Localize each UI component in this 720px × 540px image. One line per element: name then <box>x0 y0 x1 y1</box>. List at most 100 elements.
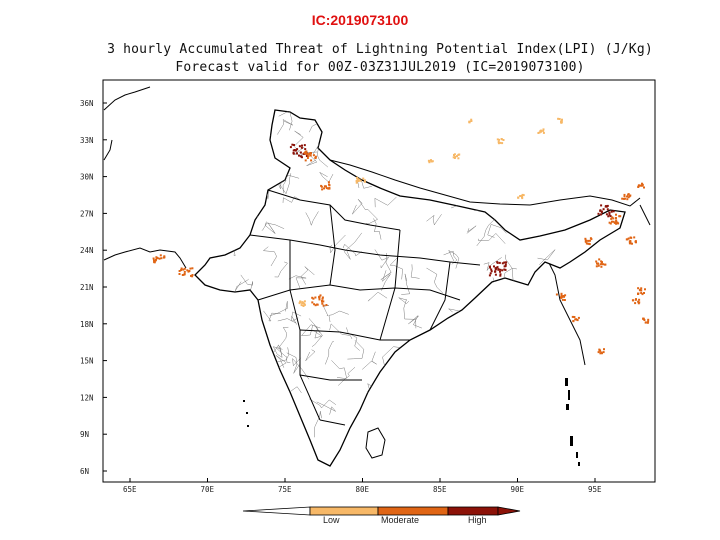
lpi-threat-moderate <box>589 237 592 240</box>
lpi-threat-moderate <box>304 159 307 162</box>
lpi-threat-low <box>537 132 540 134</box>
lpi-threat-low <box>500 138 503 140</box>
lpi-threat-moderate <box>310 152 312 155</box>
lpi-threat-moderate <box>181 274 184 276</box>
lpi-threat-moderate <box>602 351 605 354</box>
colorbar-label-high: High <box>468 515 487 525</box>
lpi-threat-moderate <box>637 287 640 290</box>
lpi-threat-moderate <box>629 240 632 242</box>
lakshadweep-islands <box>243 400 249 427</box>
district-line <box>312 143 329 168</box>
lpi-threat-low <box>542 131 545 134</box>
lpi-threat-moderate <box>325 187 328 190</box>
district-line <box>373 218 382 240</box>
lpi-threat-high <box>606 208 609 211</box>
lpi-threat-moderate <box>560 292 563 295</box>
lpi-threat-moderate <box>595 260 598 263</box>
lpi-threat-moderate <box>631 242 633 245</box>
lpi-threat-low <box>558 118 561 120</box>
lpi-threat-moderate <box>633 236 636 239</box>
district-line <box>262 246 277 267</box>
lpi-threat-moderate <box>555 293 558 296</box>
district-line <box>365 209 379 224</box>
lpi-threat-moderate <box>638 184 641 187</box>
lpi-threat-moderate <box>314 155 317 158</box>
lpi-threat-moderate <box>180 267 183 270</box>
lpi-threat-moderate <box>627 237 630 240</box>
lpi-threat-high <box>600 210 603 213</box>
lpi-threat-moderate <box>584 240 587 243</box>
lpi-threat-low <box>501 142 504 145</box>
district-line <box>309 398 337 409</box>
lpi-threat-moderate <box>321 302 324 305</box>
lpi-threat-low <box>359 179 362 182</box>
longitude-axis: 65E 70E 75E 80E 85E 90E 95E <box>123 478 602 494</box>
lpi-threat-high <box>499 270 501 273</box>
lpi-threat-low <box>301 301 304 304</box>
lpi-threat-moderate <box>191 267 194 270</box>
lon-tick-label: 80E <box>356 485 370 494</box>
lpi-threat-moderate <box>584 237 587 240</box>
district-line <box>380 252 392 280</box>
lpi-threat-moderate <box>612 217 615 220</box>
lpi-threat-high <box>304 148 307 151</box>
lpi-threat-high <box>503 268 506 271</box>
district-line <box>264 221 276 234</box>
lpi-threat-moderate <box>153 259 155 262</box>
lpi-threat-low <box>497 142 500 145</box>
lpi-threat-high <box>600 204 603 207</box>
lpi-threat-moderate <box>618 215 621 218</box>
lpi-threat-high <box>599 209 602 212</box>
lpi-threat-moderate <box>323 185 326 188</box>
lpi-threat-moderate <box>191 274 194 276</box>
lpi-threat-moderate <box>178 270 181 272</box>
lpi-threat-high <box>301 144 303 147</box>
district-line <box>352 199 366 215</box>
lpi-threat-low <box>557 117 560 120</box>
lpi-threat-moderate <box>314 304 317 307</box>
lpi-threat-low <box>470 118 473 121</box>
lpi-threat-high <box>504 265 507 268</box>
district-line <box>426 267 444 294</box>
lpi-threat-moderate <box>628 242 631 245</box>
lpi-threat-high <box>300 146 303 149</box>
lpi-threat-moderate <box>323 187 325 190</box>
lpi-threat-moderate <box>560 294 563 297</box>
lpi-threat-low <box>497 141 500 143</box>
lpi-threat-moderate <box>610 217 613 220</box>
andaman-islands <box>565 378 580 466</box>
lat-tick-label: 24N <box>80 246 94 255</box>
lpi-threat-moderate <box>643 186 645 189</box>
district-line <box>347 340 365 360</box>
lpi-threat-moderate <box>634 302 637 305</box>
lpi-threat-low <box>428 160 431 163</box>
lpi-threat-moderate <box>617 222 620 225</box>
lpi-threat-low <box>454 156 457 158</box>
lpi-threat-moderate <box>311 301 314 304</box>
lpi-threat-moderate <box>328 186 331 189</box>
lpi-threat-moderate <box>634 240 637 243</box>
lpi-threat-moderate <box>612 220 615 223</box>
lpi-threat-low <box>355 181 358 184</box>
district-line <box>328 310 349 323</box>
lpi-threat-low <box>499 141 502 144</box>
lpi-threat-high <box>490 268 493 271</box>
lpi-threat-moderate <box>560 296 562 299</box>
colorbar-label-low: Low <box>323 515 340 525</box>
lpi-threat-low <box>561 118 563 121</box>
district-line <box>408 315 422 329</box>
lpi-threat-moderate <box>597 264 600 267</box>
lpi-threat-high <box>299 155 302 158</box>
lpi-threat-high <box>494 270 497 273</box>
lpi-threat-moderate <box>644 321 647 324</box>
lpi-threat-low <box>539 130 542 133</box>
district-line <box>269 301 289 317</box>
lpi-threat-low <box>522 194 525 197</box>
lpi-threat-moderate <box>321 297 324 300</box>
district-line <box>300 324 321 336</box>
district-line <box>311 324 323 347</box>
lpi-threat-moderate <box>595 265 598 268</box>
district-line <box>329 323 353 340</box>
lpi-threat-high <box>496 266 499 269</box>
